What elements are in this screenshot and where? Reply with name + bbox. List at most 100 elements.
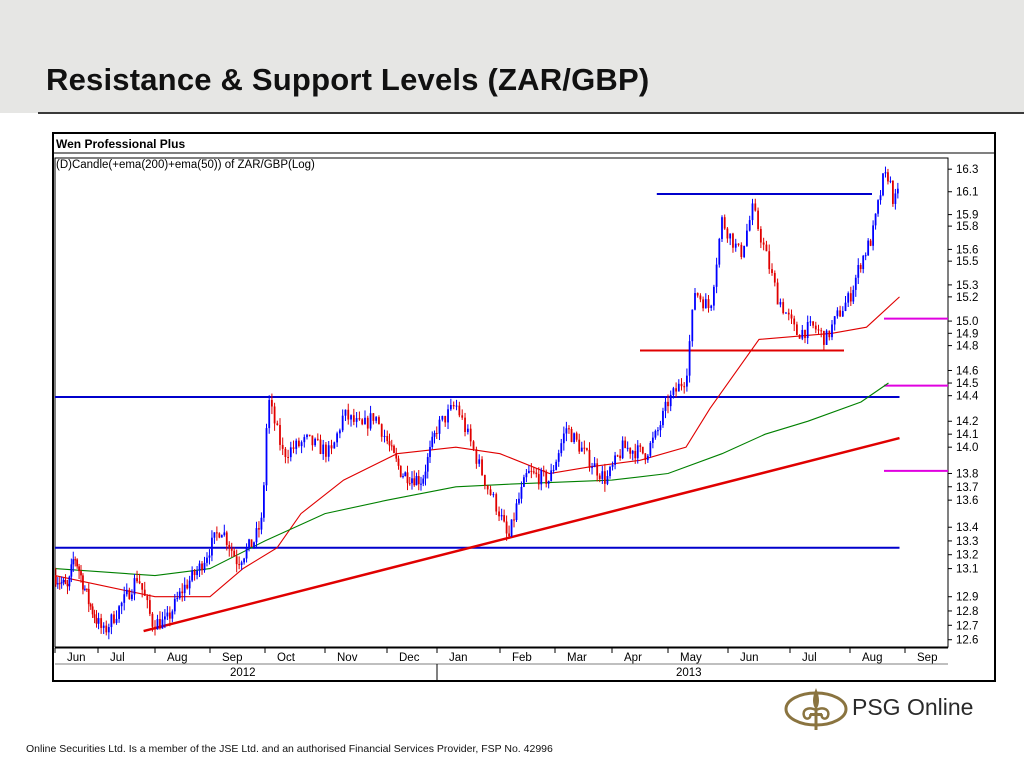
- title-band: [0, 0, 1024, 113]
- candle-body: [295, 440, 298, 449]
- candle-body: [646, 455, 649, 461]
- candle-body: [896, 188, 899, 194]
- candle-body: [520, 486, 523, 499]
- candle-body: [120, 602, 123, 607]
- candle-body: [573, 433, 575, 442]
- candle-body: [680, 383, 683, 387]
- candle-body: [173, 598, 176, 612]
- candle-body: [383, 435, 386, 437]
- candle-body: [598, 475, 601, 479]
- candle-body: [596, 463, 599, 476]
- candle-body: [413, 478, 416, 486]
- y-tick-label: 15.9: [956, 210, 978, 222]
- candle-body: [844, 302, 847, 312]
- candle-body: [518, 498, 520, 504]
- candle-body: [447, 409, 449, 423]
- candle-body: [882, 173, 884, 196]
- candle-body: [82, 575, 84, 590]
- candle-body: [408, 483, 411, 485]
- ema-line-50: [54, 296, 900, 598]
- candle-body: [273, 406, 276, 424]
- candle-body: [849, 293, 852, 302]
- candle-body: [298, 440, 300, 447]
- candle-body: [461, 415, 464, 418]
- candle-body: [814, 325, 817, 330]
- candle-body: [289, 447, 292, 458]
- candle-body: [115, 618, 118, 623]
- candle-body: [308, 434, 311, 436]
- x-tick-label: Jan: [449, 652, 468, 664]
- candle-body: [123, 594, 126, 603]
- candle-body: [350, 415, 352, 420]
- candle-body: [583, 447, 586, 449]
- candle-body: [841, 311, 844, 317]
- y-tick-label: 14.5: [956, 378, 978, 390]
- candle-body: [316, 438, 319, 440]
- candle-body: [831, 324, 833, 338]
- candle-body: [715, 264, 718, 287]
- candle-body: [168, 612, 171, 619]
- candle-body: [176, 598, 179, 600]
- candle-body: [636, 445, 639, 459]
- candle-body: [426, 457, 429, 472]
- candle-body: [621, 440, 624, 459]
- candle-body: [225, 532, 228, 545]
- candle-body: [238, 564, 241, 566]
- candle-body: [201, 563, 203, 571]
- candle-body: [580, 447, 583, 452]
- candle-body: [366, 417, 369, 429]
- candle-body: [540, 470, 543, 485]
- candle-body: [737, 243, 740, 245]
- plot-border: [54, 157, 949, 648]
- candle-body: [186, 584, 189, 589]
- candles: [54, 166, 899, 640]
- candle-body: [306, 434, 308, 438]
- candle-body: [683, 386, 686, 388]
- candle-body: [441, 415, 444, 420]
- candle-body: [869, 240, 872, 246]
- candle-body: [765, 244, 768, 252]
- candle-body: [268, 400, 271, 429]
- candle-body: [60, 582, 63, 584]
- candle-body: [773, 272, 776, 283]
- candle-body: [768, 251, 771, 270]
- candle-body: [233, 550, 236, 557]
- candle-body: [864, 255, 867, 257]
- candle-body: [327, 445, 330, 457]
- candle-body: [586, 448, 588, 450]
- candle-body: [213, 532, 216, 538]
- candle-body: [330, 445, 333, 449]
- candle-body: [833, 316, 836, 325]
- candle-body: [889, 180, 892, 182]
- candle-body: [164, 616, 166, 620]
- candle-body: [196, 570, 198, 576]
- x-tick-label: Jul: [802, 652, 817, 664]
- candle-body: [847, 293, 850, 303]
- candle-body: [258, 528, 260, 530]
- candle-body: [513, 519, 515, 521]
- x-tick-label: Jun: [67, 652, 86, 664]
- candle-body: [857, 265, 860, 278]
- candle-body: [193, 570, 196, 576]
- candle-body: [631, 450, 634, 454]
- y-tick-label: 13.6: [956, 495, 978, 507]
- candle-body: [659, 425, 662, 431]
- candle-body: [641, 446, 644, 454]
- candle-body: [746, 230, 748, 246]
- candle-body: [825, 330, 828, 345]
- x-tick-label: May: [680, 652, 702, 664]
- candle-body: [699, 295, 702, 300]
- candle-body: [397, 458, 400, 466]
- candle-body: [575, 433, 578, 440]
- candle-body: [852, 289, 855, 302]
- support-trendline: [143, 436, 900, 633]
- candle-body: [319, 439, 322, 455]
- candle-body: [154, 626, 156, 630]
- candle-body: [751, 203, 754, 221]
- candle-body: [796, 324, 798, 335]
- candle-body: [369, 413, 372, 429]
- candle-body: [762, 242, 765, 245]
- candle-body: [125, 589, 128, 595]
- x-tick-label: Aug: [167, 652, 187, 664]
